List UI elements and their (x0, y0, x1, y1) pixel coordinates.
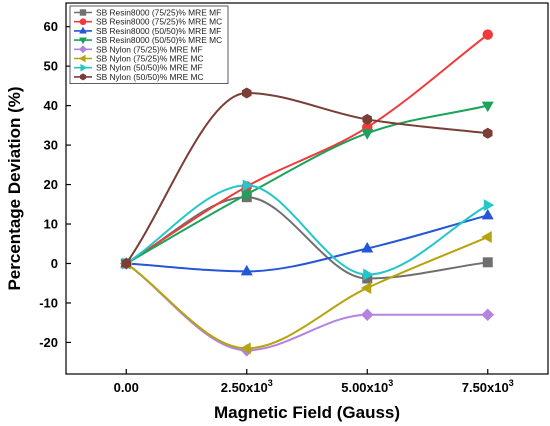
data-point (360, 281, 372, 294)
x-tick-label: 0.00 (114, 380, 139, 395)
legend-marker (79, 18, 87, 26)
legend-marker (79, 26, 87, 34)
series-1 (121, 192, 493, 284)
legend-label: SB Resin8000 (50/50)% MRE MC (96, 35, 222, 45)
plot-area (119, 29, 495, 357)
data-point (483, 199, 495, 212)
data-point (481, 101, 494, 113)
x-tick-label: 5.00x103 (341, 378, 393, 395)
data-point (361, 241, 374, 253)
data-point (482, 29, 493, 40)
series-line (125, 262, 488, 352)
series-4 (120, 101, 494, 270)
data-point (240, 342, 251, 355)
data-point (482, 257, 493, 268)
y-axis-title: Percentage Deviation (%) (5, 86, 24, 290)
y-tick-label: -10 (39, 295, 58, 310)
series-6 (119, 231, 492, 355)
legend-item: SB Nylon (75/25)% MRE MF (74, 44, 203, 54)
legend-item: SB Resin8000 (75/25)% MRE MC (74, 17, 222, 27)
series-line (125, 236, 489, 350)
legend-label: SB Nylon (75/25)% MRE MF (96, 44, 203, 54)
y-tick-label: 10 (44, 217, 58, 232)
legend-marker (79, 73, 87, 81)
data-point (361, 129, 374, 140)
data-point (482, 127, 493, 139)
series-line (126, 214, 489, 273)
x-tick-label: 2.50x103 (221, 378, 273, 395)
data-point (241, 87, 252, 99)
legend-item: SB Resin8000 (50/50)% MRE MF (74, 26, 221, 36)
x-tick-label: 7.50x103 (462, 378, 514, 395)
data-point (361, 308, 374, 322)
legend-label: SB Nylon (75/25)% MRE MC (96, 54, 204, 64)
y-tick-label: -20 (39, 335, 58, 350)
series-8 (121, 87, 493, 269)
series-line (125, 196, 488, 280)
legend-item: SB Nylon (50/50)% MRE MF (74, 63, 203, 73)
data-point (242, 179, 254, 192)
legend-label: SB Resin8000 (50/50)% MRE MF (96, 26, 221, 36)
legend-marker (79, 9, 87, 16)
series-line (125, 104, 488, 265)
legend-item: SB Nylon (75/25)% MRE MC (74, 54, 204, 64)
data-point (481, 231, 492, 244)
legend-marker (80, 63, 88, 72)
axes: -20 -10 0 10 20 30 40 50 60 0.00 2.50x103 5.00x103 7… (39, 2, 549, 395)
y-tick-label: 60 (44, 19, 58, 34)
series-line (125, 33, 489, 265)
series-line (125, 184, 489, 276)
series-3 (120, 208, 494, 276)
legend-label: SB Resin8000 (75/25)% MRE MC (96, 17, 222, 27)
series-line (125, 91, 488, 265)
legend-label: SB Nylon (50/50)% MRE MC (96, 72, 204, 82)
y-tick-label: 40 (44, 98, 58, 113)
y-tick-label: 50 (44, 59, 58, 74)
legend-marker (79, 37, 87, 45)
data-point (240, 264, 253, 276)
y-tick-label: 20 (44, 177, 58, 192)
data-point (121, 257, 132, 269)
legend-marker (79, 45, 87, 54)
plot-frame (65, 2, 549, 375)
y-tick-label: 0 (51, 256, 58, 271)
data-point (362, 113, 373, 125)
legend-label: SB Nylon (50/50)% MRE MF (96, 63, 203, 73)
x-axis-title: Magnetic Field (Gauss) (214, 403, 400, 422)
legend-item: SB Resin8000 (50/50)% MRE MC (74, 35, 222, 45)
legend-item: SB Resin8000 (75/25)% MRE MF (74, 8, 221, 18)
data-point (240, 190, 253, 201)
legend-label: SB Resin8000 (75/25)% MRE MF (96, 8, 221, 18)
y-tick-label: 30 (44, 138, 58, 153)
legend-item: SB Nylon (50/50)% MRE MC (74, 72, 204, 82)
legend-box (69, 5, 229, 84)
legend-marker (78, 54, 86, 63)
data-point (481, 208, 494, 220)
data-point (481, 308, 494, 322)
data-point (363, 268, 374, 281)
